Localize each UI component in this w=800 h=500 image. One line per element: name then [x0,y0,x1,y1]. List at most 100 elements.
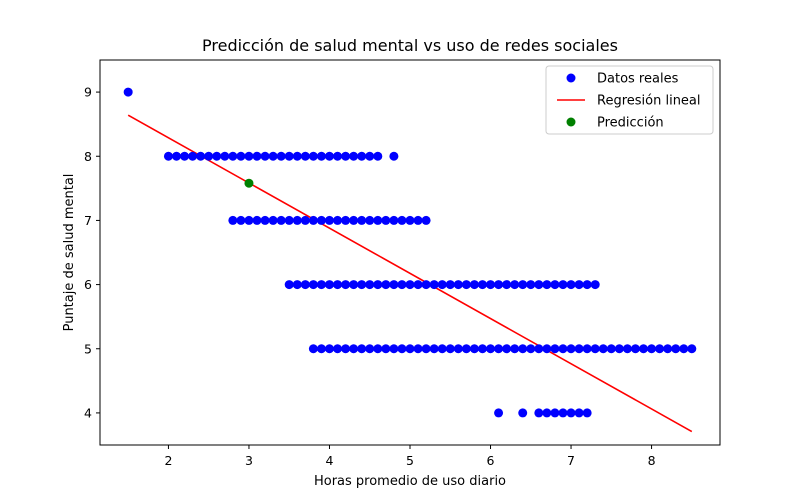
data-point [494,280,504,290]
data-point [671,344,681,354]
data-point [341,280,351,290]
x-tick-label: 4 [326,453,334,468]
data-point [622,344,632,354]
data-point [429,280,439,290]
data-point [469,344,479,354]
data-point [421,344,431,354]
data-point [526,280,536,290]
data-point [590,280,600,290]
data-point [188,151,198,161]
chart-marks [123,87,697,433]
data-point [268,151,278,161]
data-point [365,151,375,161]
y-axis-label: Puntaje de salud mental [62,174,77,332]
data-point [316,344,326,354]
data-point [333,344,343,354]
data-point [260,215,270,225]
data-point [413,344,423,354]
y-tick-label: 9 [84,85,92,100]
data-point [212,151,222,161]
data-point [550,408,560,418]
data-point [357,215,367,225]
data-point [284,151,294,161]
data-point [244,215,254,225]
data-point [558,280,568,290]
data-point [220,151,230,161]
data-point [542,280,552,290]
data-point [582,344,592,354]
data-point [324,215,334,225]
data-point [180,151,190,161]
data-point [349,280,359,290]
data-point [582,408,592,418]
data-point [461,344,471,354]
data-point [365,344,375,354]
data-point [324,151,334,161]
data-point [510,344,520,354]
data-point [486,344,496,354]
data-point [421,280,431,290]
data-point [196,151,206,161]
data-point [526,344,536,354]
data-point [663,344,673,354]
data-point [558,344,568,354]
legend-label: Datos reales [597,72,679,87]
data-point [477,280,487,290]
data-point [333,280,343,290]
data-point [566,280,576,290]
data-point [429,344,439,354]
data-point [341,344,351,354]
data-point [405,215,415,225]
data-point [558,408,568,418]
x-tick-label: 7 [567,453,575,468]
y-tick-label: 4 [84,405,92,420]
data-point [349,151,359,161]
data-point [260,151,270,161]
data-point [365,215,375,225]
data-point [163,151,173,161]
data-point [655,344,665,354]
chart-title: Predicción de salud mental vs uso de red… [202,36,618,55]
data-point [574,280,584,290]
y-tick-label: 5 [84,341,92,356]
data-point [639,344,649,354]
y-tick-label: 8 [84,149,92,164]
data-point [413,280,423,290]
data-point [542,408,552,418]
data-point [365,280,375,290]
plot-frame [99,59,721,446]
data-point [574,408,584,418]
data-point [228,151,238,161]
data-point [437,344,447,354]
data-point [606,344,616,354]
data-point [324,280,334,290]
x-axis-label: Horas promedio de uso diario [314,474,506,489]
data-point [324,344,334,354]
data-point [405,344,415,354]
data-point [349,344,359,354]
data-point [252,151,262,161]
data-point [373,344,383,354]
data-point [357,151,367,161]
data-point [550,280,560,290]
data-point [461,280,471,290]
data-point [373,280,383,290]
data-point [308,344,318,354]
data-point [357,344,367,354]
data-point [502,344,512,354]
data-point [300,280,310,290]
data-point [300,151,310,161]
data-point [389,280,399,290]
data-point [421,215,431,225]
data-point [647,344,657,354]
data-point [308,215,318,225]
data-point [397,215,407,225]
data-point [389,344,399,354]
data-point [486,280,496,290]
data-point [534,408,544,418]
data-point [453,344,463,354]
data-point [405,280,415,290]
data-point [373,151,383,161]
data-point [292,215,302,225]
